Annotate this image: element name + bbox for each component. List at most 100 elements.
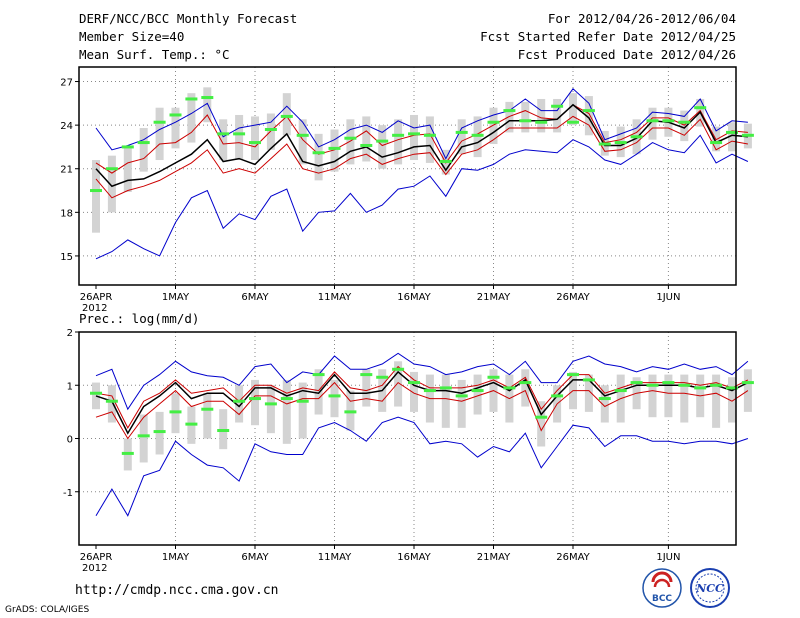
- ensemble-box: [266, 113, 275, 150]
- median-marker: [662, 119, 675, 123]
- source-url[interactable]: http://cmdp.ncc.cma.gov.cn: [75, 583, 279, 598]
- x-tick-label: 16MAY: [397, 552, 431, 563]
- median-marker: [455, 130, 468, 134]
- panel-precipitation: -1 0 1 2 26APR 1MAY 6MAY 11MAY 16MAY 21MAY 26MAY 1J…: [63, 328, 754, 574]
- median-marker: [169, 410, 182, 414]
- median-marker: [153, 430, 166, 434]
- member-size-label: Member Size=40: [79, 29, 185, 44]
- ensemble-box: [441, 374, 450, 428]
- ensemble-box: [648, 374, 657, 418]
- ensemble-box: [330, 129, 339, 172]
- median-marker: [408, 132, 420, 136]
- median-marker: [678, 120, 691, 124]
- median-marker: [694, 386, 707, 390]
- chart-title: DERF/NCC/BCC Monthly Forecast: [79, 11, 298, 26]
- y-tick-label: 2: [67, 328, 73, 339]
- min-line: [95, 134, 749, 260]
- median-marker: [153, 120, 166, 124]
- y-tick-label: 1: [67, 381, 73, 392]
- ensemble-box: [282, 379, 291, 444]
- ensemble-box: [155, 107, 164, 161]
- precip-panel-title: Prec.: log(mm/d): [79, 311, 200, 326]
- ensemble-box: [505, 101, 514, 133]
- ensemble-box: [362, 116, 371, 162]
- ensemble-box: [107, 155, 116, 213]
- median-marker: [741, 381, 754, 385]
- median-marker: [249, 397, 261, 401]
- median-marker: [582, 378, 595, 382]
- median-marker: [90, 189, 102, 193]
- median-marker: [471, 133, 484, 137]
- median-marker: [90, 391, 102, 395]
- median-marker: [519, 119, 532, 123]
- ensemble-box: [298, 119, 307, 165]
- median-marker: [710, 141, 723, 145]
- ensemble-box: [203, 393, 212, 439]
- median-marker: [598, 397, 611, 401]
- ensemble-box: [155, 411, 164, 455]
- median-marker: [694, 106, 707, 110]
- ensemble-box: [521, 369, 530, 407]
- ncc-logo-text: NCC: [695, 582, 724, 595]
- ensemble-box: [171, 107, 180, 149]
- x-tick-label: 1JUN: [656, 292, 680, 303]
- ensemble-box: [92, 160, 100, 233]
- x-tick-label: 21MAY: [477, 552, 511, 563]
- median-marker: [535, 120, 548, 124]
- ensemble-box: [394, 119, 403, 165]
- ensemble-box: [728, 377, 736, 423]
- ensemble-box: [123, 146, 132, 192]
- median-marker: [344, 136, 357, 140]
- median-marker: [201, 407, 214, 411]
- median-marker: [598, 142, 611, 146]
- median-marker: [471, 389, 484, 393]
- ensemble-box: [251, 379, 259, 426]
- ensemble-box: [584, 374, 593, 412]
- x-tick-label: 1MAY: [162, 552, 190, 563]
- x-tick-label: 6MAY: [241, 292, 269, 303]
- x-tick-label: 1JUN: [656, 552, 680, 563]
- median-marker: [121, 451, 134, 455]
- x-tick-label: 26MAY: [556, 292, 590, 303]
- median-marker: [328, 394, 341, 398]
- median-marker: [423, 133, 436, 137]
- median-marker: [408, 381, 420, 385]
- ensemble-box: [378, 125, 387, 169]
- median-marker: [344, 410, 357, 414]
- median-marker: [296, 399, 309, 403]
- median-marker: [296, 133, 309, 137]
- lower-percentile-line: [95, 381, 749, 440]
- ensemble-box: [425, 116, 434, 163]
- median-marker: [662, 381, 675, 385]
- median-marker: [551, 394, 564, 398]
- upper-percentile-line: [95, 104, 748, 174]
- y-tick-label: 24: [60, 121, 73, 132]
- ensemble-box: [569, 93, 577, 126]
- max-line: [95, 352, 749, 411]
- x-tick-label: 11MAY: [318, 552, 352, 563]
- median-marker: [137, 141, 150, 145]
- median-marker: [503, 386, 516, 390]
- median-marker: [312, 151, 325, 155]
- y-tick-label: 15: [60, 252, 73, 263]
- ensemble-box: [346, 119, 355, 165]
- median-marker: [233, 399, 246, 403]
- median-marker: [487, 120, 500, 124]
- plot-frame: [78, 331, 737, 546]
- ensemble-box: [664, 374, 673, 418]
- median-marker: [392, 367, 405, 371]
- median-marker: [678, 383, 691, 387]
- min-line: [95, 416, 749, 517]
- grads-credit: GrADS: COLA/IGES: [5, 605, 90, 615]
- median-marker: [710, 383, 723, 387]
- median-marker: [360, 143, 373, 147]
- x-tick-label: 26APR: [80, 292, 113, 303]
- median-marker: [280, 397, 293, 401]
- ensemble-box: [457, 119, 466, 155]
- ensemble-box: [410, 371, 418, 412]
- ensemble-box: [203, 87, 212, 123]
- median-marker: [376, 375, 389, 379]
- x-year-label: 2012: [82, 303, 107, 314]
- ensemble-box: [235, 385, 244, 423]
